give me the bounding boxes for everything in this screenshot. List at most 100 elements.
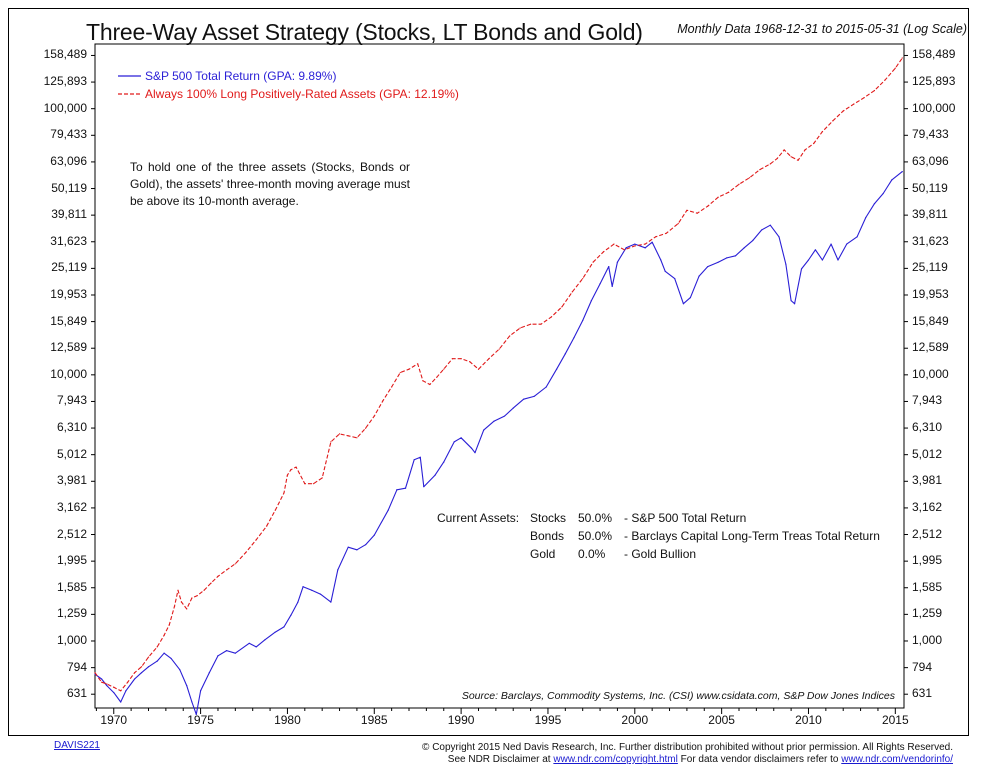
long-assets-point	[399, 371, 401, 374]
long-assets-point	[727, 191, 730, 193]
sp500-point	[726, 257, 728, 259]
y-tick-label-left: 1,995	[56, 553, 87, 568]
long-assets-point	[186, 608, 188, 610]
y-tick-label-right: 15,849	[912, 313, 949, 328]
long-assets-point	[665, 232, 667, 234]
sp500-point	[311, 589, 313, 591]
y-tick-label-left: 2,512	[56, 526, 87, 541]
long-assets-point	[347, 435, 349, 437]
x-tick-label: 2000	[621, 713, 649, 727]
sp500-point	[186, 684, 188, 687]
y-tick-label-right: 31,623	[912, 233, 949, 248]
sp500-point	[234, 652, 236, 654]
y-tick-label-right: 1,995	[912, 553, 943, 568]
y-tick-label-right: 63,096	[912, 153, 949, 168]
sp500-point	[474, 452, 476, 454]
sp500-point	[191, 701, 193, 703]
long-assets-point	[783, 149, 785, 151]
sp500-point	[106, 684, 108, 687]
sp500-point	[453, 441, 455, 443]
y-tick-label-left: 6,310	[56, 420, 87, 435]
long-assets-point	[863, 97, 865, 99]
y-tick-label-right: 19,953	[912, 286, 949, 301]
sp500-point	[419, 456, 421, 458]
y-tick-label-right: 39,811	[912, 207, 948, 222]
x-tick-label: 2010	[795, 713, 822, 727]
long-assets-point	[321, 477, 323, 479]
x-tick-label: 1980	[274, 713, 301, 727]
disclaimer-line: See NDR Disclaimer at www.ndr.com/copyri…	[422, 754, 953, 766]
long-assets-point	[100, 681, 103, 683]
long-assets-point	[529, 323, 532, 325]
y-tick-label-left: 50,119	[51, 180, 87, 195]
long-assets-point	[203, 589, 205, 591]
long-assets-point	[776, 157, 778, 160]
sp500-point	[651, 241, 653, 243]
sp500-point	[199, 690, 202, 692]
series-line-sp500	[94, 171, 903, 715]
y-tick-label-left: 5,012	[56, 446, 87, 461]
long-assets-point	[813, 142, 815, 145]
sp500-point	[882, 192, 884, 195]
y-tick-label-right: 12,589	[912, 340, 949, 355]
long-assets-point	[717, 196, 719, 198]
long-assets-point	[338, 433, 341, 435]
sp500-point	[120, 701, 122, 703]
long-assets-point	[312, 483, 315, 485]
y-tick-label-right: 1,000	[912, 632, 943, 647]
sp500-point	[413, 459, 415, 461]
sp500-point	[523, 398, 525, 400]
asset-name-stocks: Stocks	[530, 511, 567, 525]
plot-area	[94, 43, 905, 709]
long-assets-point	[265, 525, 268, 527]
sp500-point	[837, 259, 839, 261]
long-assets-point	[140, 666, 143, 668]
long-assets-point	[180, 601, 183, 603]
long-assets-point	[436, 376, 438, 378]
long-assets-point	[797, 159, 799, 161]
long-assets-point	[290, 469, 292, 471]
long-assets-point	[509, 335, 511, 337]
sp500-point	[564, 353, 566, 355]
sp500-point	[734, 255, 737, 257]
copyright-link[interactable]: www.ndr.com/copyright.html	[553, 754, 678, 765]
sp500-point	[785, 263, 787, 265]
copyright-block: © Copyright 2015 Ned Davis Research, Inc…	[422, 742, 953, 766]
sp500-point	[611, 285, 613, 287]
sp500-point	[512, 407, 514, 409]
sp500-point	[264, 639, 266, 641]
y-tick-label-left: 39,811	[51, 207, 87, 222]
long-assets-point	[769, 163, 771, 165]
sp500-point	[460, 437, 462, 439]
long-assets-point	[540, 323, 542, 325]
y-tick-label-left: 794	[66, 659, 87, 674]
long-assets-point	[901, 57, 903, 59]
sp500-point	[634, 243, 636, 245]
long-assets-point	[488, 358, 490, 360]
chart-id-link[interactable]: DAVIS221	[54, 740, 100, 751]
axis-ticks	[91, 54, 908, 714]
y-tick-label-right: 3,981	[912, 473, 943, 488]
asset-name-bonds: Bonds	[530, 529, 565, 543]
asset-weight-bonds: 50.0%	[578, 529, 613, 543]
y-tick-label-left: 1,259	[56, 606, 87, 621]
chart-title: Three-Way Asset Strategy (Stocks, LT Bon…	[86, 19, 643, 45]
long-assets-point	[304, 483, 306, 485]
long-assets-point	[94, 672, 96, 674]
long-assets-point	[842, 110, 844, 112]
long-assets-point	[613, 243, 615, 245]
long-assets-point	[177, 589, 179, 591]
y-tick-label-left: 7,943	[56, 393, 87, 408]
source-note: Source: Barclays, Commodity Systems, Inc…	[461, 690, 895, 702]
y-tick-label-left: 63,096	[50, 153, 87, 168]
sp500-point	[865, 216, 867, 219]
long-assets-point	[571, 291, 573, 293]
vendorinfo-link[interactable]: www.ndr.com/vendorinfo/	[841, 754, 953, 765]
series-line-long-assets	[94, 57, 903, 692]
long-assets-point	[127, 681, 129, 683]
long-assets-point	[644, 243, 646, 245]
sp500-point	[717, 261, 719, 263]
sp500-point	[290, 614, 292, 616]
sp500-point	[891, 179, 893, 181]
long-assets-point	[168, 624, 170, 626]
